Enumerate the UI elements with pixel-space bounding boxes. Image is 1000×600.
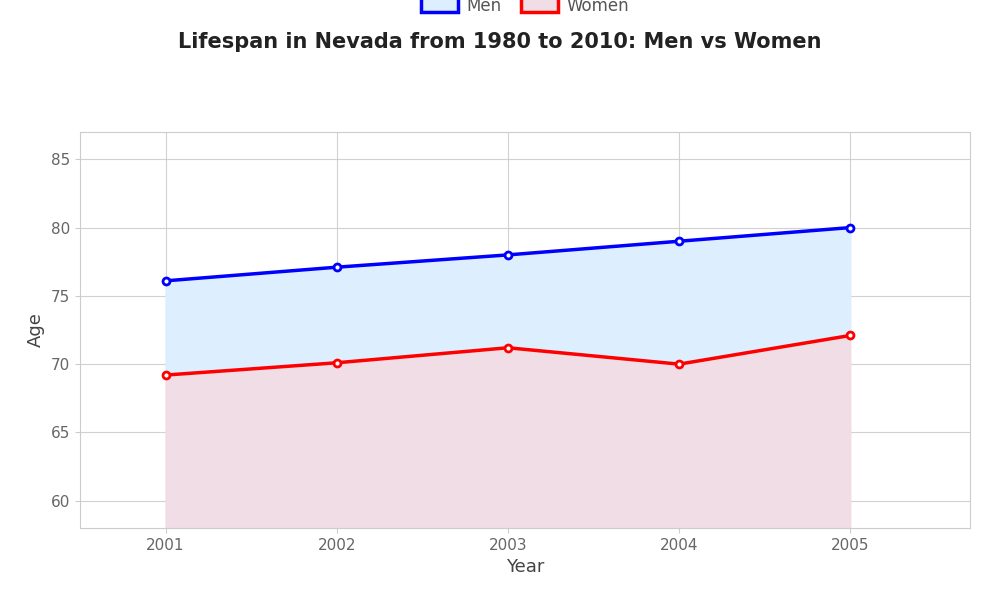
- Text: Lifespan in Nevada from 1980 to 2010: Men vs Women: Lifespan in Nevada from 1980 to 2010: Me…: [178, 32, 822, 52]
- Y-axis label: Age: Age: [27, 313, 45, 347]
- X-axis label: Year: Year: [506, 558, 544, 576]
- Legend: Men, Women: Men, Women: [414, 0, 636, 21]
